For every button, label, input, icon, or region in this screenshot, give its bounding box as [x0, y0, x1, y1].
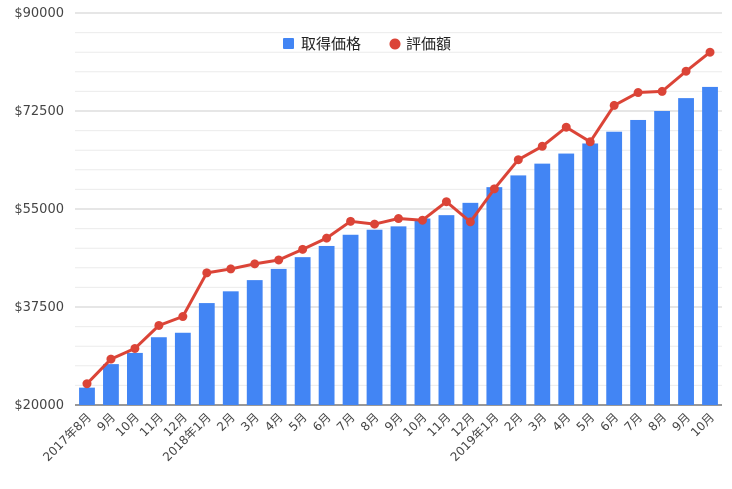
legend-bar-label: 取得価格 — [301, 35, 361, 53]
line-point — [585, 137, 595, 147]
bar — [294, 257, 311, 405]
x-tick-label: 7月 — [621, 410, 645, 434]
x-tick-label: 6月 — [598, 410, 622, 434]
bar — [103, 364, 119, 405]
line-point — [82, 379, 92, 389]
bar — [366, 229, 383, 405]
x-tick-label: 3月 — [238, 410, 262, 434]
x-tick-label: 11月 — [137, 410, 166, 439]
y-axis: $20000 $37500 $55000 $72500 $90000 — [14, 6, 64, 413]
bar — [654, 111, 671, 405]
x-tick-label: 2月 — [502, 410, 526, 434]
bar — [462, 202, 479, 405]
y-tick-label: $72500 — [14, 104, 64, 119]
legend-line-label: 評価額 — [406, 35, 451, 53]
x-tick-label: 11月 — [424, 410, 453, 439]
bar — [198, 303, 215, 405]
bar — [342, 234, 359, 405]
line-point — [154, 320, 164, 330]
x-tick-label: 6月 — [310, 410, 334, 434]
line-point — [513, 155, 523, 165]
line-point — [465, 217, 475, 227]
line-point — [178, 312, 188, 322]
line-point — [322, 233, 332, 243]
line-point — [561, 122, 571, 132]
y-tick-label: $90000 — [14, 6, 64, 21]
line-point — [417, 215, 427, 225]
x-tick-label: 10月 — [688, 410, 717, 439]
line-point — [633, 88, 643, 98]
bar — [678, 98, 694, 406]
bar — [150, 337, 167, 405]
legend: 取得価格 評価額 — [283, 35, 451, 53]
x-tick-label: 10月 — [113, 410, 142, 439]
x-tick-label: 7月 — [334, 410, 358, 434]
bar — [126, 352, 143, 405]
y-tick-label: $55000 — [14, 202, 64, 217]
line-point — [609, 100, 619, 110]
line-point — [705, 47, 715, 57]
x-tick-label: 5月 — [574, 410, 598, 434]
bar — [510, 175, 527, 405]
x-tick-label: 3月 — [526, 410, 550, 434]
bar — [582, 143, 599, 406]
x-tick-label: 5月 — [286, 410, 310, 434]
x-tick-label: 8月 — [358, 410, 382, 434]
line-point — [202, 268, 212, 278]
legend-bar-swatch — [283, 38, 294, 49]
bar — [222, 291, 239, 405]
x-tick-label: 2017年8月 — [40, 410, 94, 464]
line-point — [226, 264, 236, 274]
x-tick-label: 2月 — [214, 410, 238, 434]
line-point — [250, 259, 260, 269]
line-series — [82, 47, 715, 389]
line-point — [346, 216, 356, 226]
x-tick-label: 10月 — [400, 410, 429, 439]
line-point — [370, 219, 380, 229]
bar — [270, 268, 287, 405]
bar — [79, 387, 95, 405]
bar — [414, 218, 431, 405]
bar — [534, 163, 551, 405]
bar-series — [79, 86, 718, 406]
line-point — [657, 86, 667, 96]
line-point — [681, 66, 691, 76]
bar — [558, 153, 575, 405]
line-point — [441, 197, 451, 207]
line-point — [537, 141, 547, 151]
x-tick-label: 4月 — [550, 410, 574, 434]
line-point — [130, 343, 140, 353]
bar — [390, 226, 407, 405]
bar — [174, 332, 191, 405]
bar — [486, 187, 503, 405]
line-point — [489, 184, 499, 194]
legend-line-marker — [389, 38, 401, 50]
bar — [702, 86, 718, 406]
x-tick-label: 4月 — [262, 410, 286, 434]
bar — [630, 119, 647, 406]
bar — [318, 245, 335, 405]
line-point — [298, 244, 308, 254]
line-point — [274, 255, 284, 265]
bar — [606, 131, 623, 405]
line-point — [106, 354, 116, 364]
y-tick-label: $37500 — [14, 300, 64, 315]
bar — [438, 215, 455, 405]
x-tick-label: 8月 — [645, 410, 669, 434]
bar — [246, 280, 263, 405]
line-point — [394, 214, 403, 224]
y-tick-label: $20000 — [14, 398, 64, 413]
